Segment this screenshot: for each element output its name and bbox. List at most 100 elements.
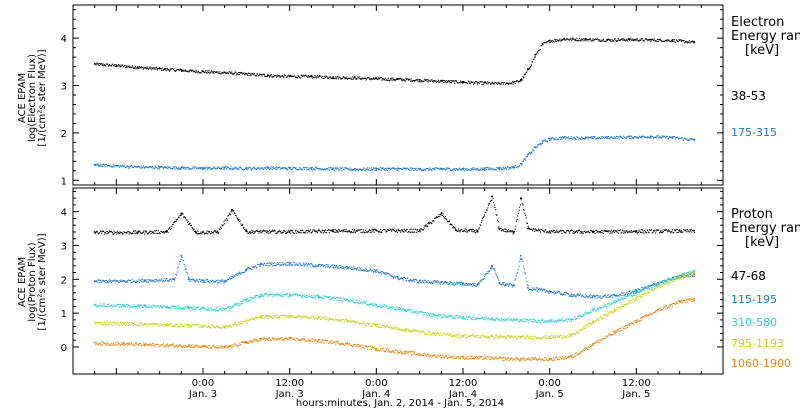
data-point: [535, 319, 537, 321]
data-point: [213, 166, 215, 168]
data-point: [482, 167, 484, 169]
data-point: [205, 324, 207, 326]
data-point: [638, 291, 640, 293]
data-point: [649, 229, 651, 231]
data-point: [162, 280, 164, 282]
data-point: [125, 306, 127, 308]
data-point: [421, 282, 423, 284]
data-point: [609, 138, 611, 140]
data-point: [280, 75, 282, 77]
data-point: [386, 273, 388, 275]
data-point: [153, 67, 155, 69]
data-point: [429, 282, 431, 284]
data-point: [104, 65, 106, 67]
data-point: [379, 77, 381, 79]
data-point: [369, 78, 371, 80]
data-point: [532, 289, 534, 291]
data-point: [466, 316, 468, 318]
data-point: [575, 40, 577, 42]
data-point: [675, 138, 677, 140]
data-point: [207, 279, 209, 281]
data-point: [534, 56, 536, 58]
data-point: [434, 169, 436, 171]
data-point: [643, 40, 645, 42]
data-point: [410, 309, 412, 311]
data-point: [682, 139, 684, 141]
data-point: [686, 139, 688, 141]
data-point: [599, 136, 601, 138]
data-point: [146, 231, 148, 233]
data-point: [509, 167, 511, 169]
data-point: [219, 279, 221, 281]
data-point: [552, 291, 554, 293]
data-point: [651, 229, 653, 231]
data-point: [237, 273, 239, 275]
data-point: [309, 296, 311, 298]
data-point: [246, 167, 248, 169]
data-point: [453, 284, 455, 286]
data-point: [623, 39, 625, 41]
data-point: [455, 315, 457, 317]
data-point: [561, 319, 563, 321]
data-point: [630, 292, 632, 294]
data-point: [565, 230, 567, 232]
data-point: [163, 323, 165, 325]
data-point: [301, 296, 303, 298]
data-point: [203, 327, 205, 329]
data-point: [175, 273, 177, 275]
data-point: [504, 166, 506, 168]
data-point: [395, 79, 397, 81]
data-point: [432, 80, 434, 82]
data-point: [396, 78, 398, 80]
data-point: [298, 76, 300, 78]
data-point: [135, 306, 137, 308]
data-point: [396, 169, 398, 171]
data-point: [227, 215, 229, 217]
data-point: [665, 280, 667, 282]
data-point: [219, 327, 221, 329]
data-point: [359, 303, 361, 305]
data-point: [671, 278, 673, 280]
data-point: [324, 229, 326, 231]
data-point: [170, 227, 172, 229]
data-point: [138, 230, 140, 232]
data-point: [303, 75, 305, 77]
data-point: [235, 303, 237, 305]
data-point: [638, 137, 640, 139]
data-point: [494, 81, 496, 83]
data-point: [627, 296, 629, 298]
data-point: [610, 40, 612, 42]
data-point: [381, 167, 383, 169]
data-point: [119, 231, 121, 233]
data-point: [492, 268, 494, 270]
data-point: [187, 323, 189, 325]
data-point: [569, 38, 571, 40]
data-point: [346, 268, 348, 270]
data-point: [437, 79, 439, 81]
data-point: [259, 296, 261, 298]
data-point: [162, 232, 164, 234]
data-point: [658, 282, 660, 284]
data-point: [658, 39, 660, 41]
data-point: [218, 281, 220, 283]
data-point: [419, 169, 421, 171]
data-point: [343, 298, 345, 300]
data-point: [297, 75, 299, 77]
data-point: [267, 168, 269, 170]
data-point: [415, 169, 417, 171]
data-point: [465, 282, 467, 284]
data-point: [381, 79, 383, 81]
data-point: [582, 296, 584, 298]
data-point: [367, 303, 369, 305]
data-point: [451, 284, 453, 286]
data-point: [298, 295, 300, 297]
data-point: [192, 166, 194, 168]
data-point: [102, 230, 104, 232]
data-point: [270, 263, 272, 265]
data-point: [692, 40, 694, 42]
data-point: [218, 309, 220, 311]
data-point: [423, 80, 425, 82]
data-point: [552, 138, 554, 140]
data-point: [190, 70, 192, 72]
data-point: [335, 78, 337, 80]
